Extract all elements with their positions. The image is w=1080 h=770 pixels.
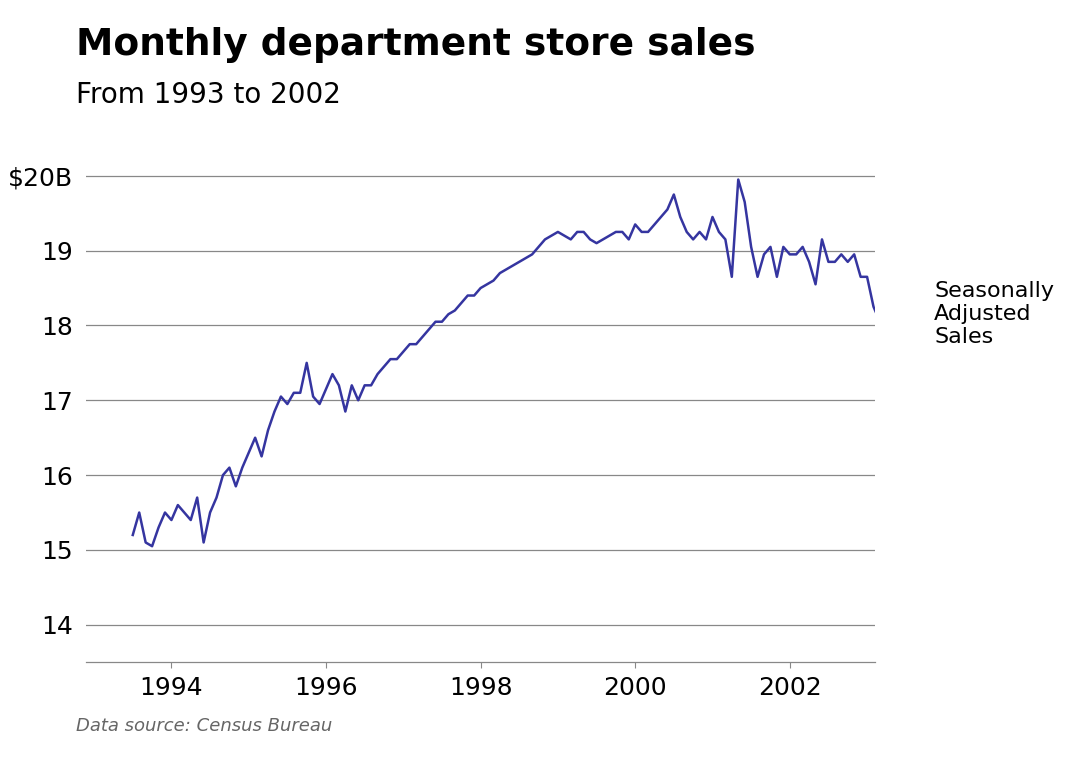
Text: From 1993 to 2002: From 1993 to 2002 [76,81,340,109]
Text: Data source: Census Bureau: Data source: Census Bureau [76,718,332,735]
Text: Seasonally
Adjusted
Sales: Seasonally Adjusted Sales [934,281,1054,347]
Text: Monthly department store sales: Monthly department store sales [76,27,755,63]
